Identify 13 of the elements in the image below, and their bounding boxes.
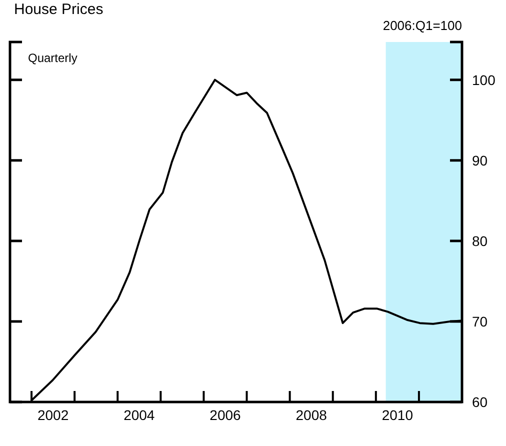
- annotation: Quarterly: [28, 51, 78, 65]
- x-tick-label: 2006: [210, 407, 242, 423]
- x-tick-label: 2004: [124, 407, 155, 423]
- y-tick-label: 80: [472, 232, 488, 249]
- x-tick-label: 2008: [296, 407, 328, 423]
- chart-subtitle: 2006:Q1=100: [382, 18, 462, 33]
- y-tick-label: 60: [472, 394, 488, 410]
- x-tick-label: 2002: [37, 407, 69, 423]
- chart-title: House Prices: [14, 1, 104, 18]
- y-tick-label: 70: [472, 313, 488, 330]
- y-tick-label: 90: [472, 152, 488, 168]
- x-tick-label: 2010: [382, 407, 414, 423]
- y-tick-label: 100: [472, 72, 496, 88]
